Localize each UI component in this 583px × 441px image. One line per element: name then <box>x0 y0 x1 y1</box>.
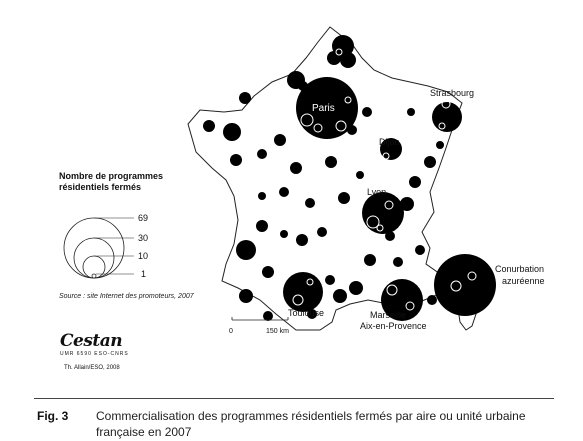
symbol <box>305 198 315 208</box>
symbol <box>424 156 436 168</box>
symbol <box>290 162 302 174</box>
label-azureenne: azuréenne <box>502 276 545 286</box>
label-marseille: Marseille <box>370 310 406 320</box>
symbol <box>349 281 363 295</box>
symbol <box>262 266 274 278</box>
legend-value-1: 1 <box>141 269 146 279</box>
label-dijon: Dijon <box>379 137 400 147</box>
symbol-toulouse <box>283 272 323 312</box>
caption-divider <box>34 398 554 399</box>
symbol <box>415 245 425 255</box>
symbol <box>257 149 267 159</box>
symbol-dijon <box>380 138 402 160</box>
symbol <box>333 289 347 303</box>
symbol <box>230 154 242 166</box>
symbol <box>258 192 266 200</box>
figure-label: Fig. 3 <box>37 409 69 423</box>
scale-end: 150 km <box>266 328 289 335</box>
caption-line2: française en 2007 <box>96 425 192 439</box>
figure-caption: Commercialisation des programmes résiden… <box>96 408 556 440</box>
symbol <box>407 108 415 116</box>
white-rings <box>292 48 477 311</box>
symbol-strasbourg <box>432 102 462 132</box>
symbol <box>340 52 356 68</box>
symbol <box>327 51 341 65</box>
france-outline <box>187 26 463 331</box>
symbol <box>347 125 357 135</box>
symbol <box>296 234 308 246</box>
legend-value-30: 30 <box>138 233 148 243</box>
symbol <box>364 254 376 266</box>
cestan-logo: Cestan <box>60 331 123 351</box>
caption-line1: Commercialisation des programmes résiden… <box>96 409 526 423</box>
symbol <box>263 311 273 321</box>
symbol <box>325 156 337 168</box>
symbol <box>239 289 253 303</box>
symbol <box>203 120 215 132</box>
symbol-lyon <box>362 192 404 234</box>
proportional-symbols <box>203 35 496 321</box>
symbol <box>256 220 268 232</box>
symbol <box>274 134 286 146</box>
symbol <box>325 275 335 285</box>
symbol <box>400 197 414 211</box>
symbol-lille <box>332 35 354 57</box>
map-source: Source : site Internet des promoteurs, 2… <box>59 293 194 300</box>
legend-circles <box>63 217 125 279</box>
label-toulouse: Toulouse <box>288 308 324 318</box>
symbol <box>307 309 317 319</box>
legend-title: Nombre de programmes résidentiels fermés <box>59 171 163 193</box>
logo-subtitle: UMR 6590 ESO-CNRS <box>60 351 129 357</box>
label-strasbourg: Strasbourg <box>430 88 474 98</box>
label-lyon: Lyon <box>367 187 386 197</box>
legend-leaders <box>94 217 134 275</box>
symbol <box>409 176 421 188</box>
label-conurbation: Conurbation <box>495 264 544 274</box>
symbol-marseille <box>381 279 423 321</box>
symbol <box>223 123 241 141</box>
symbol <box>356 171 364 179</box>
legend-title-line1: Nombre de programmes <box>59 171 164 181</box>
symbol <box>338 192 350 204</box>
label-aix-en-provence: Aix-en-Provence <box>360 321 427 331</box>
legend-title-line2: résidentiels fermés <box>59 182 142 192</box>
symbol-conurbation-azureenne <box>434 254 496 316</box>
symbol <box>279 187 289 197</box>
label-paris: Paris <box>312 103 335 114</box>
scale-start: 0 <box>229 328 233 335</box>
symbol <box>280 230 288 238</box>
legend-value-69: 69 <box>138 213 148 223</box>
legend-value-10: 10 <box>138 251 148 261</box>
symbol <box>298 81 308 91</box>
symbol <box>362 107 372 117</box>
symbol <box>239 92 251 104</box>
symbol <box>393 257 403 267</box>
map-credit: Th. Allain/ESO, 2008 <box>64 365 120 371</box>
symbol <box>436 141 444 149</box>
symbol <box>427 295 437 305</box>
scale-bar <box>231 317 289 321</box>
symbol <box>385 231 395 241</box>
symbol <box>317 227 327 237</box>
symbol <box>236 240 256 260</box>
